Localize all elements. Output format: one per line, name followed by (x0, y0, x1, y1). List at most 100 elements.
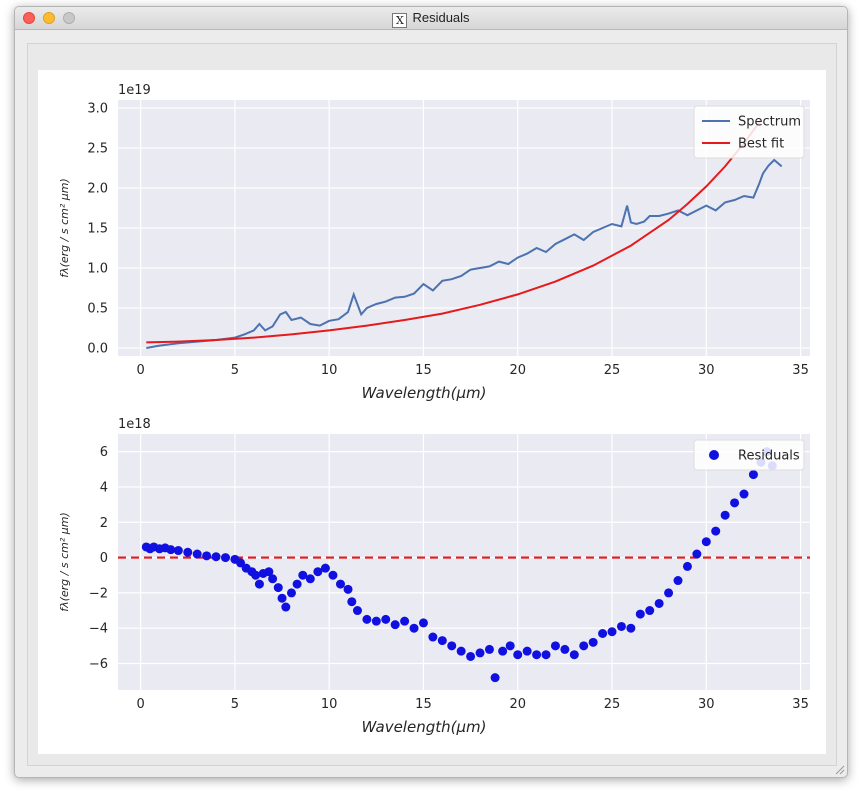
data-point (579, 641, 589, 651)
y-tick-label: 2.0 (87, 182, 108, 197)
data-point (335, 579, 345, 589)
y-tick-label: 1.5 (87, 222, 108, 237)
data-point (281, 602, 291, 612)
x-axis-label: Wavelength(μm) (362, 384, 487, 402)
legend-marker-swatch (709, 450, 719, 460)
data-point (400, 616, 410, 626)
x-tick-label: 25 (604, 697, 621, 712)
series-line-best-fit (146, 119, 762, 344)
data-point (409, 623, 419, 633)
data-point (569, 650, 579, 660)
data-point (437, 636, 447, 646)
data-point (607, 627, 617, 637)
data-point (682, 561, 692, 571)
legend-label: Spectrum (738, 115, 801, 130)
x-tick-label: 35 (792, 363, 809, 378)
x-tick-label: 30 (698, 363, 715, 378)
data-point (292, 579, 302, 589)
data-point (362, 614, 372, 624)
data-point (264, 567, 274, 577)
data-point (532, 650, 542, 660)
y-axis-label-group: fλ(erg / s cm² μm) (58, 178, 71, 278)
y-tick-label: 2 (100, 516, 108, 531)
chart-2: 0 5 10 15 20 25 30 35 −6 −4 −2 0 2 4 6 1e18 Wavelength(μ… (58, 417, 810, 736)
data-point (456, 646, 466, 656)
data-point (505, 641, 515, 651)
residuals-window: X Residuals 0 5 10 15 20 25 30 35 0.0 0.5 1.0 1.5 2.0… (14, 6, 848, 778)
data-point (277, 593, 287, 603)
y-tick-label: 2.5 (87, 142, 108, 157)
x-tick-label: 25 (604, 363, 621, 378)
legend-box (693, 105, 805, 159)
data-point (251, 570, 261, 580)
y-tick-label: 6 (100, 445, 108, 460)
data-point (739, 489, 749, 499)
data-point (466, 651, 476, 661)
data-point (560, 644, 570, 654)
window-title: Residuals (412, 10, 470, 25)
data-point (313, 567, 323, 577)
data-point (381, 614, 391, 624)
y-tick-label: 1.0 (87, 262, 108, 277)
data-point (730, 498, 740, 508)
zoom-button[interactable] (63, 12, 75, 24)
axis-offset-label: 1e19 (118, 83, 151, 98)
y-axis-label-group: fλ(erg / s cm² μm) (58, 512, 71, 612)
data-point (720, 510, 730, 520)
close-button[interactable] (23, 12, 35, 24)
y-tick-label: −4 (89, 622, 108, 637)
figure-svg: 0 5 10 15 20 25 30 350.00.51.01.52.02.53.01e19W… (58, 83, 810, 736)
chart-1: 0 5 10 15 20 25 30 35 0.0 0.5 1.0 1.5 2.0 2.5 3.0 1e19 W… (58, 83, 810, 402)
data-point (490, 673, 500, 683)
data-point (418, 618, 428, 628)
data-layer (146, 119, 783, 349)
title-bar[interactable]: X Residuals (15, 7, 847, 30)
y-tick-label: 0 (100, 551, 108, 566)
data-point (522, 646, 532, 656)
y-tick-label: 4 (100, 480, 108, 495)
data-point (541, 650, 551, 660)
data-point (298, 570, 308, 580)
x-tick-label: 30 (698, 697, 715, 712)
data-point (236, 558, 246, 568)
x-tick-label: 10 (321, 697, 338, 712)
data-layer (118, 447, 810, 683)
window-title-area: X Residuals (15, 10, 847, 28)
data-point (390, 620, 400, 630)
data-point (328, 570, 338, 580)
legend-label: Residuals (738, 449, 800, 464)
x-tick-label: 5 (231, 363, 239, 378)
data-point (475, 648, 485, 658)
figure-frame: 0 5 10 15 20 25 30 35 0.0 0.5 1.0 1.5 2.0 2.5 3.0 1e19 W… (27, 43, 837, 766)
data-point (166, 545, 176, 555)
series-line-spectrum (146, 158, 783, 349)
legend: Residuals (693, 439, 805, 471)
data-point (616, 621, 626, 631)
data-point (701, 537, 711, 547)
data-point (305, 574, 315, 584)
data-point (692, 549, 702, 559)
data-point (588, 637, 598, 647)
y-axis-label: fλ(erg / s cm² μm) (58, 512, 71, 612)
data-point (513, 650, 523, 660)
minimize-button[interactable] (43, 12, 55, 24)
figure-canvas: 0 5 10 15 20 25 30 35 0.0 0.5 1.0 1.5 2.0 2.5 3.0 1e19 W… (38, 70, 826, 754)
y-axis-label: fλ(erg / s cm² μm) (58, 178, 71, 278)
axis-offset-label: 1e18 (118, 417, 151, 432)
data-point (484, 644, 494, 654)
data-point (664, 588, 674, 598)
data-point (254, 579, 264, 589)
data-point (183, 547, 193, 557)
data-point (220, 553, 230, 563)
data-point (371, 616, 381, 626)
data-point (173, 546, 183, 556)
data-point (286, 588, 296, 598)
x-tick-label: 0 (136, 363, 144, 378)
data-point (447, 641, 457, 651)
data-point (352, 606, 362, 616)
x-tick-label: 5 (231, 697, 239, 712)
data-point (320, 563, 330, 573)
data-point (645, 606, 655, 616)
resize-grip-icon[interactable] (835, 765, 845, 775)
data-point (343, 584, 353, 594)
